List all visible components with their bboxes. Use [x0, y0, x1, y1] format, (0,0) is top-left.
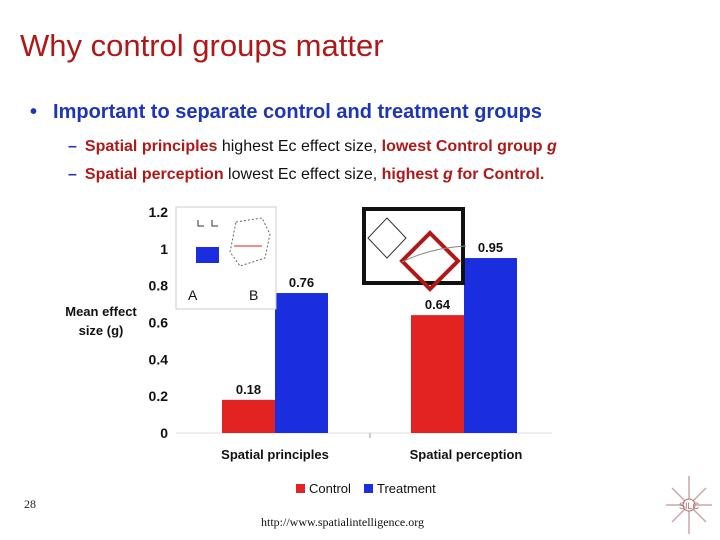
- inset-large-diamond-icon: [399, 230, 461, 292]
- sub2-part1: Spatial perception: [84, 166, 224, 183]
- silc-logo: SILC: [666, 476, 712, 534]
- y-axis-label-line: Mean effect: [65, 304, 137, 319]
- y-tick-label: 0.6: [149, 315, 169, 331]
- bar-treatment: [275, 293, 328, 433]
- category-label: Spatial principles: [221, 447, 329, 462]
- y-axis-label-line: size (g): [79, 323, 124, 338]
- bar-treatment: [464, 258, 517, 433]
- sub2-part2: lowest Ec effect size,: [223, 166, 382, 183]
- sub1-part1: Spatial principles: [84, 138, 218, 155]
- sub-bullet-principles: – Spatial principles highest Ec effect si…: [68, 138, 557, 156]
- main-bullet-text: Important to separate control and treatm…: [53, 101, 542, 123]
- main-bullet: • Important to separate control and treat…: [30, 101, 542, 124]
- bar-control: [411, 315, 464, 433]
- legend: Control Treatment: [296, 481, 436, 496]
- sub1-part4: g: [546, 138, 557, 155]
- slide-title: Why control groups matter: [20, 28, 384, 63]
- sub2-part5: for Control.: [452, 166, 545, 183]
- dash-icon: –: [68, 138, 77, 155]
- data-label: 0.18: [236, 382, 261, 397]
- logo-text: SILC: [679, 501, 700, 511]
- legend-label: Treatment: [377, 481, 436, 496]
- inset-paper-shape: [229, 217, 271, 267]
- y-tick-label: 0.4: [149, 351, 169, 367]
- y-tick-label: 1: [160, 241, 168, 257]
- bars: [222, 258, 517, 433]
- category-labels: Spatial principles Spatial perception: [221, 447, 522, 462]
- category-label: Spatial perception: [410, 447, 523, 462]
- inset-blue-rect: [196, 247, 219, 263]
- legend-label: Control: [309, 481, 351, 496]
- y-tick-label: 0: [160, 425, 168, 441]
- legend-swatch-control: [296, 484, 305, 493]
- sub2-part3: highest: [381, 166, 443, 183]
- bullet-dot-icon: •: [30, 101, 38, 123]
- inset-diagram-ab: A B: [175, 206, 277, 310]
- sub-bullet-perception: – Spatial perception lowest Ec effect siz…: [68, 166, 544, 184]
- y-tick-label: 0.8: [149, 278, 169, 294]
- data-labels: 0.18 0.76 0.64 0.95: [236, 240, 503, 397]
- sub1-part3: lowest Control group: [381, 138, 547, 155]
- inset-ab-frame: [175, 206, 277, 310]
- inset-corner-mark: [197, 220, 218, 227]
- data-label: 0.76: [289, 275, 314, 290]
- footer-url: http://www.spatialintelligence.org: [261, 515, 424, 529]
- page-number: 28: [24, 497, 36, 511]
- inset-diagram-diamonds: [362, 207, 467, 292]
- data-label: 0.95: [478, 240, 503, 255]
- sub2-part4: g: [442, 166, 453, 183]
- inset-small-diamond-icon: [367, 217, 407, 259]
- dash-icon: –: [68, 166, 77, 183]
- inset-label-a: A: [188, 287, 198, 303]
- inset-curve: [401, 245, 467, 263]
- y-axis-label: Mean effect size (g): [65, 304, 137, 338]
- inset-label-b: B: [249, 287, 258, 303]
- legend-swatch-treatment: [364, 484, 373, 493]
- y-axis-ticks: 0 0.2 0.4 0.6 0.8 1 1.2: [149, 204, 169, 441]
- y-tick-label: 0.2: [149, 388, 169, 404]
- data-label: 0.64: [425, 297, 451, 312]
- y-tick-label: 1.2: [149, 204, 169, 220]
- bar-control: [222, 399, 275, 433]
- sub1-part2: highest Ec effect size,: [217, 138, 382, 155]
